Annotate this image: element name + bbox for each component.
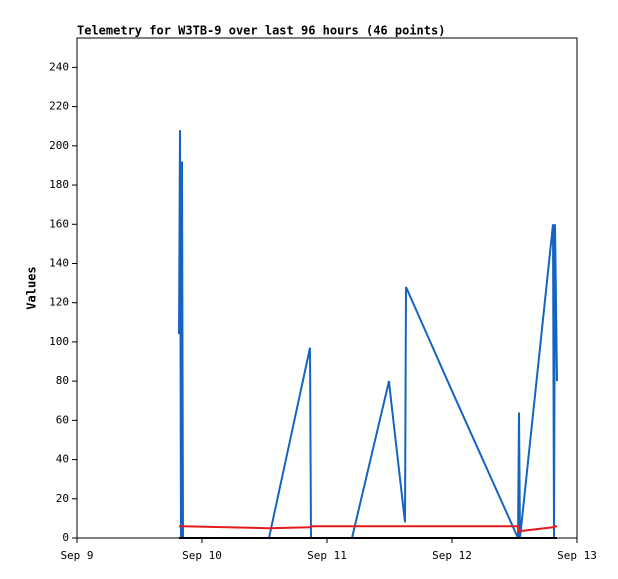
x-tick-label: Sep 11 [307, 549, 347, 562]
y-tick-label: 100 [49, 335, 69, 348]
y-tick-label: 40 [56, 453, 69, 466]
y-tick-label: 200 [49, 139, 69, 152]
x-tick-label: Sep 12 [432, 549, 472, 562]
chart-title: Telemetry for W3TB-9 over last 96 hours … [77, 24, 445, 38]
y-tick-label: 240 [49, 60, 69, 73]
y-tick-label: 220 [49, 100, 69, 113]
y-tick-label: 80 [56, 374, 69, 387]
y-axis-title: Values [25, 266, 39, 309]
series-line [178, 130, 558, 539]
x-tick-label: Sep 13 [557, 549, 597, 562]
x-tick-label: Sep 10 [182, 549, 222, 562]
plot-frame [76, 37, 578, 539]
y-tick-label: 120 [49, 296, 69, 309]
y-tick-label: 20 [56, 492, 69, 505]
y-tick-label: 0 [62, 531, 69, 544]
x-tick-label: Sep 9 [60, 549, 93, 562]
y-tick-label: 60 [56, 413, 69, 426]
y-tick-label: 160 [49, 217, 69, 230]
y-tick-label: 140 [49, 256, 69, 269]
series-line [179, 525, 557, 535]
y-tick-label: 180 [49, 178, 69, 191]
